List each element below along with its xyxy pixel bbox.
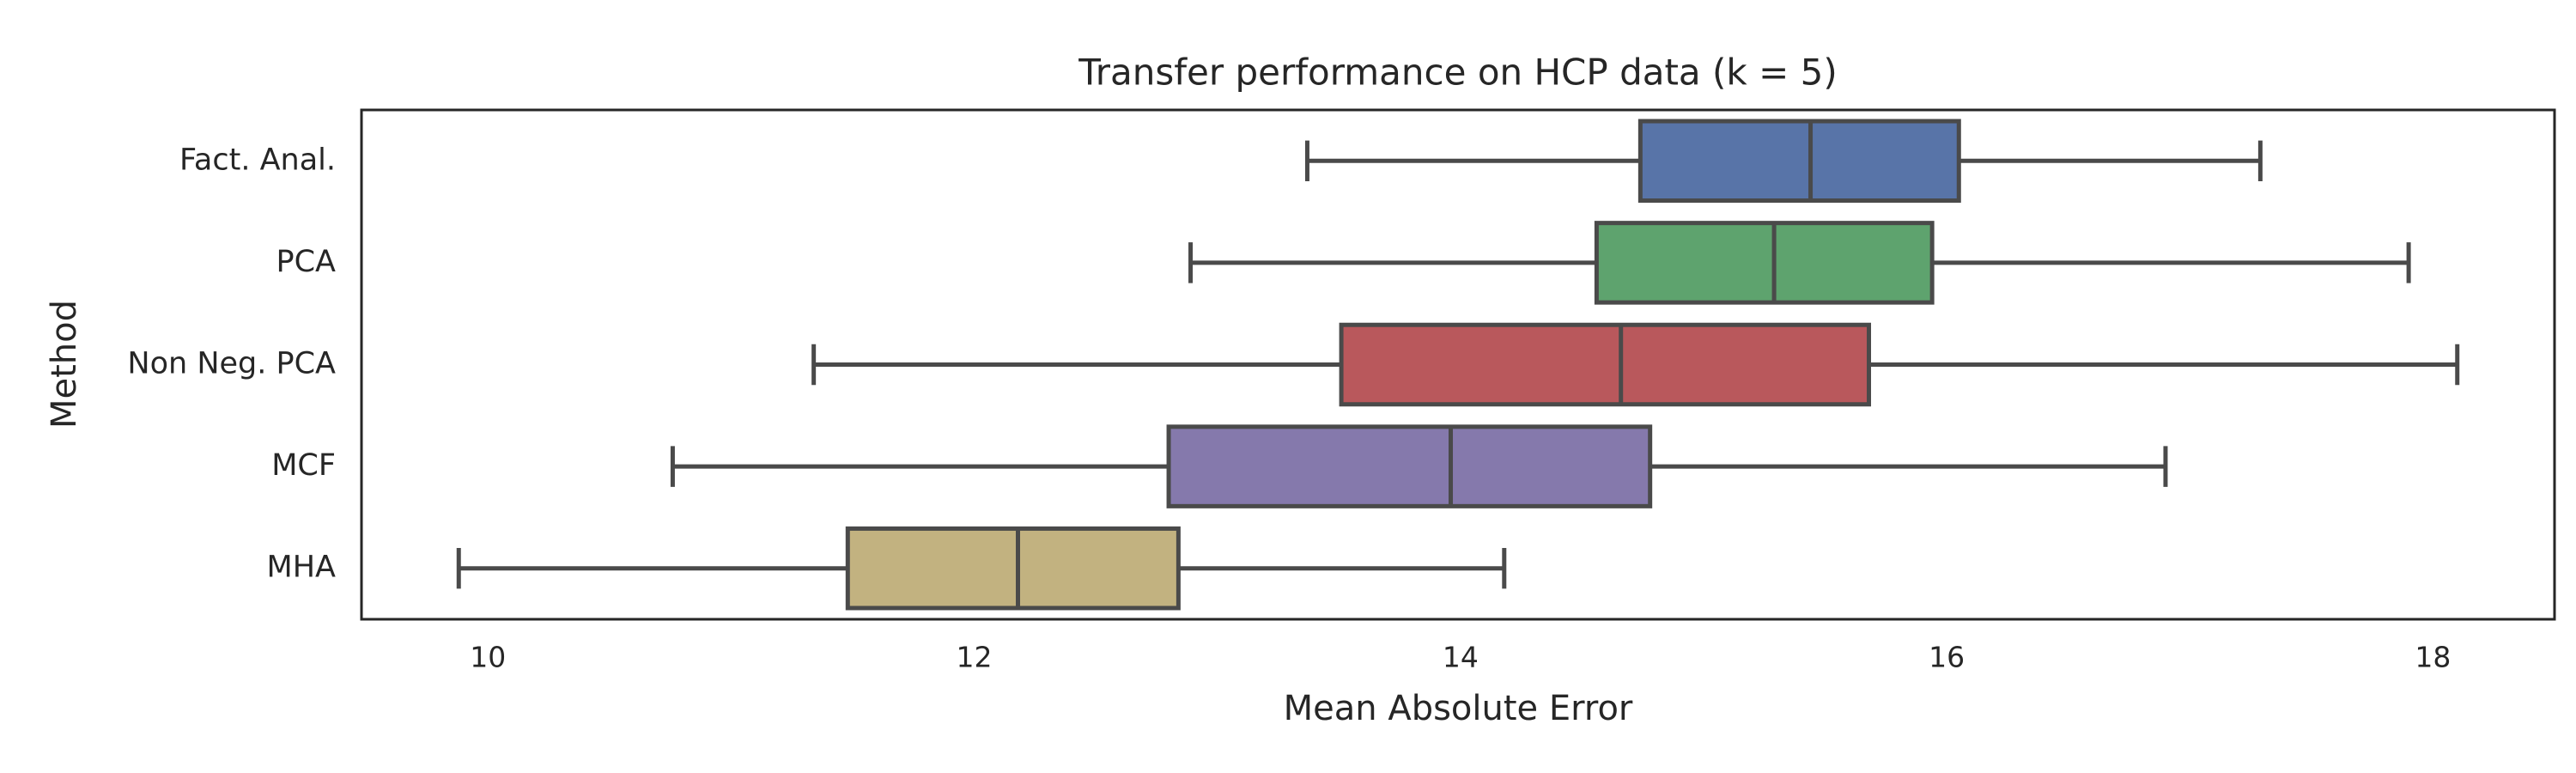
y-tick-label: Fact. Anal.: [179, 143, 336, 177]
plot-frame: [360, 108, 2556, 621]
x-tick-label: 12: [957, 641, 993, 674]
x-tick-label: 16: [1929, 641, 1965, 674]
y-tick-label: MHA: [267, 551, 337, 585]
y-axis-label: Method: [45, 300, 84, 429]
box: [1637, 119, 1961, 204]
x-axis-label: Mean Absolute Error: [1284, 689, 1633, 728]
y-tick-label: Non Neg. PCA: [127, 347, 336, 381]
chart-title: Transfer performance on HCP data (k = 5): [1078, 52, 1837, 94]
y-tick-label: PCA: [276, 245, 337, 279]
x-tick-label: 10: [470, 641, 506, 674]
box: [845, 526, 1181, 611]
x-tick-label: 18: [2415, 641, 2451, 674]
box: [1594, 221, 1935, 305]
box: [1339, 322, 1872, 407]
box: [1166, 424, 1653, 508]
y-tick-label: MCF: [271, 448, 336, 483]
x-tick-label: 14: [1443, 641, 1479, 674]
